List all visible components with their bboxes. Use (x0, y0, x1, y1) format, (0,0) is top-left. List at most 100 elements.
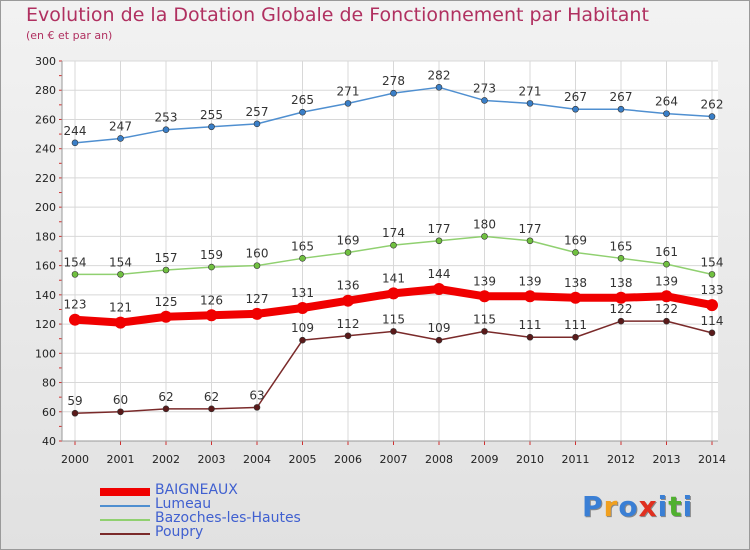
logo-letter: o (618, 490, 639, 523)
data-label-baigneaux: 144 (428, 267, 451, 281)
data-label-poupry: 63 (249, 388, 264, 402)
data-point-bazoches-les-hautes (208, 263, 215, 271)
data-label-poupry: 122 (655, 302, 678, 316)
data-label-baigneaux: 123 (64, 298, 87, 312)
y-tick-label: 160 (35, 260, 56, 273)
data-label-lumeau: 278 (382, 74, 405, 88)
data-point-lumeau (481, 97, 488, 104)
data-point-bazoches-les-hautes (481, 233, 488, 240)
legend-label-lumeau: Lumeau (155, 496, 212, 512)
data-label-poupry: 109 (291, 321, 314, 335)
data-label-baigneaux: 141 (382, 271, 405, 285)
data-label-lumeau: 264 (655, 95, 678, 109)
data-point-lumeau (526, 100, 534, 107)
y-tick-label: 60 (42, 406, 56, 419)
data-point-baigneaux (342, 294, 354, 307)
data-point-poupry (71, 409, 79, 417)
y-tick-label: 220 (35, 172, 56, 185)
data-point-poupry (572, 333, 579, 341)
legend-swatch-lumeau (100, 505, 150, 507)
data-point-baigneaux (69, 313, 81, 326)
data-point-poupry (253, 404, 261, 411)
proxiti-logo: Proxiti (582, 490, 693, 523)
legend-swatch-baigneaux (100, 488, 150, 496)
chart-subtitle: (en € et par an) (26, 29, 113, 42)
data-label-poupry: 109 (428, 321, 451, 335)
data-label-poupry: 59 (67, 394, 82, 408)
y-tick-label: 40 (42, 435, 56, 448)
data-point-poupry (162, 405, 170, 413)
x-tick-label: 2013 (653, 453, 681, 466)
data-label-baigneaux: 126 (200, 293, 223, 307)
data-point-poupry (435, 336, 443, 344)
data-label-bazoches-les-hautes: 154 (64, 255, 87, 269)
y-tick-label: 240 (35, 143, 56, 156)
data-label-bazoches-les-hautes: 165 (610, 239, 633, 253)
y-tick-label: 300 (35, 55, 56, 68)
data-point-bazoches-les-hautes (162, 266, 170, 274)
data-label-lumeau: 265 (291, 93, 314, 107)
y-tick-label: 80 (42, 377, 56, 390)
data-label-bazoches-les-hautes: 165 (291, 239, 314, 253)
data-point-baigneaux (615, 291, 627, 304)
data-label-poupry: 112 (337, 317, 360, 331)
data-point-baigneaux (524, 290, 536, 303)
data-label-baigneaux: 139 (655, 274, 678, 288)
data-label-lumeau: 271 (337, 84, 360, 98)
data-label-lumeau: 271 (519, 84, 542, 98)
logo-letter: x (638, 490, 658, 523)
data-point-lumeau (617, 105, 625, 113)
data-point-lumeau (390, 89, 397, 97)
data-point-baigneaux (205, 309, 218, 322)
data-label-bazoches-les-hautes: 160 (246, 247, 269, 261)
data-label-poupry: 60 (113, 393, 128, 407)
x-tick-label: 2005 (289, 453, 317, 466)
data-point-poupry (708, 329, 716, 337)
x-tick-label: 2000 (61, 453, 89, 466)
data-point-lumeau (162, 126, 170, 133)
y-tick-label: 280 (35, 84, 56, 97)
data-point-lumeau (344, 100, 352, 107)
data-label-poupry: 62 (204, 390, 219, 404)
data-point-poupry (481, 328, 488, 335)
data-label-poupry: 62 (158, 390, 173, 404)
chart-title: Evolution de la Dotation Globale de Fonc… (26, 4, 649, 26)
data-point-poupry (344, 332, 352, 340)
x-tick-label: 2002 (152, 453, 180, 466)
x-tick-label: 2011 (562, 453, 590, 466)
data-point-baigneaux (387, 287, 400, 300)
data-label-lumeau: 257 (246, 105, 269, 119)
legend-label-poupry: Poupry (155, 524, 204, 540)
data-point-poupry (208, 405, 215, 413)
data-label-lumeau: 267 (564, 90, 587, 104)
data-label-bazoches-les-hautes: 159 (200, 248, 223, 262)
y-tick-label: 200 (35, 201, 56, 214)
data-point-baigneaux (433, 283, 445, 295)
data-point-bazoches-les-hautes (708, 271, 716, 278)
data-point-lumeau (253, 120, 261, 128)
data-label-baigneaux: 139 (519, 274, 542, 288)
data-label-lumeau: 267 (610, 90, 633, 104)
data-label-poupry: 111 (564, 318, 587, 332)
data-label-lumeau: 247 (109, 119, 132, 133)
data-point-poupry (299, 336, 306, 344)
data-point-bazoches-les-hautes (344, 249, 352, 256)
data-point-lumeau (71, 139, 79, 147)
legend-label-bazoches: Bazoches-les-Hautes (155, 510, 301, 526)
x-tick-label: 2014 (698, 453, 726, 466)
x-tick-label: 2003 (198, 453, 226, 466)
data-point-bazoches-les-hautes (71, 271, 79, 278)
data-label-baigneaux: 138 (610, 276, 633, 290)
data-point-lumeau (208, 123, 215, 131)
legend-label-baigneaux: BAIGNEAUX (155, 482, 238, 498)
data-point-bazoches-les-hautes (117, 271, 124, 278)
data-label-lumeau: 273 (473, 81, 496, 95)
data-label-bazoches-les-hautes: 154 (701, 255, 724, 269)
data-point-bazoches-les-hautes (253, 262, 261, 269)
data-label-bazoches-les-hautes: 161 (655, 245, 678, 259)
y-tick-label: 260 (35, 113, 56, 126)
y-tick-label: 140 (35, 289, 56, 302)
data-point-bazoches-les-hautes (526, 237, 534, 245)
x-tick-label: 2006 (334, 453, 362, 466)
